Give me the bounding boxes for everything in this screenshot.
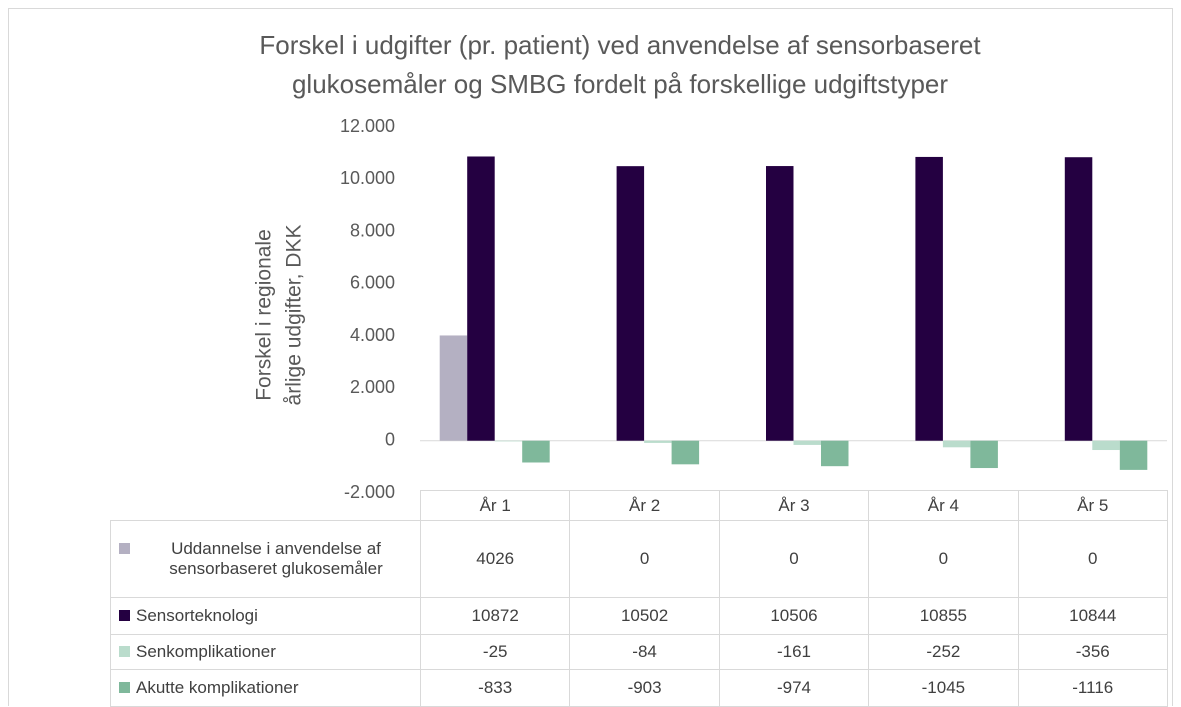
series-cell: Akutte komplikationer [110,669,421,707]
y-tick-label: 12.000 [340,116,395,136]
value-cell: -1045 [868,669,1019,707]
chart-border [8,8,1173,706]
blank-cell [111,491,421,521]
bar [522,440,550,463]
bar [439,335,468,441]
chart-title: Forskel i udgifter (pr. patient) ved anv… [259,30,981,60]
bar [1092,440,1120,451]
y-tick-label: 8.000 [350,220,395,240]
value-cell: -84 [569,634,720,670]
bar [1119,440,1148,470]
y-tick-label: 6.000 [350,273,395,293]
legend-label: Akutte komplikationer [136,678,299,697]
category-label: År 1 [419,490,571,521]
value-cell: 10872 [419,597,571,635]
value-cell: 10506 [718,597,870,635]
value-cell: -1116 [1017,669,1168,707]
value-cell: -356 [1017,634,1168,670]
value-cell: -25 [419,634,571,670]
table-row: Akutte komplikationer -833 -903 -974 -1045 -1… [110,669,1168,707]
series-cell: Sensorteknologi [110,597,421,635]
category-label: År 2 [569,490,720,521]
y-tick-label: 10.000 [340,168,395,188]
table-row: Uddannelse i anvendelse af sensorbaseret… [110,520,1168,598]
category-label: År 4 [868,490,1019,521]
value-cell: -833 [419,669,571,707]
category-label: År 3 [718,490,870,521]
value-cell: -903 [569,669,720,707]
y-axis-label-line: Forskel i regionale [253,229,276,401]
series-cell: Senkomplikationer [110,634,421,670]
bar [616,166,645,441]
bar [915,156,943,441]
bar [644,440,672,443]
legend-label: Uddannelse i anvendelse af sensorbaseret… [169,539,383,578]
data-table: År 1 År 2 År 3 År 4 År 5 Uddannelse i anvende… [110,490,1168,707]
bar [821,440,849,467]
table-row: Sensorteknologi 10872 10502 10506 10855 10844 [110,597,1168,635]
value-cell: 10855 [868,597,1019,635]
value-cell: 0 [569,520,720,598]
legend-key [119,646,130,657]
bar [942,440,971,448]
value-cell: 0 [1017,520,1168,598]
chart-title: glukosemåler og SMBG fordelt på forskell… [292,69,948,99]
value-cell: -974 [718,669,870,707]
legend-key [119,543,130,554]
bar [970,440,998,469]
y-tick-label: 2.000 [350,377,395,397]
value-cell: 0 [718,520,870,598]
y-tick-label: 0 [385,429,395,449]
bar [494,440,523,442]
bar [766,166,794,441]
bar [793,440,821,445]
y-axis-label-line: årlige udgifter, DKK [283,225,306,406]
y-tick-label: 4.000 [350,325,395,345]
value-cell: 10844 [1017,597,1168,635]
value-cell: 10502 [569,597,720,635]
bar [1064,157,1093,441]
table-row: Senkomplikationer -25 -84 -161 -252 -356 [110,634,1168,670]
legend-key [119,610,130,621]
value-cell: -161 [718,634,870,670]
value-cell: 4026 [419,520,571,598]
table-header-row: År 1 År 2 År 3 År 4 År 5 [111,490,1168,521]
legend-label: Sensorteknologi [136,606,258,625]
y-axis-label: Forskel i regionale årlige udgifter, DKK [253,225,306,406]
bar [671,440,700,465]
legend-label: Senkomplikationer [136,642,276,661]
series-cell: Uddannelse i anvendelse af sensorbaseret… [110,520,421,598]
category-label: År 5 [1017,490,1168,521]
legend-key [119,682,130,693]
value-cell: 0 [868,520,1019,598]
value-cell: -252 [868,634,1019,670]
bar [467,156,495,441]
y-tick-label: -2.000 [344,482,395,502]
